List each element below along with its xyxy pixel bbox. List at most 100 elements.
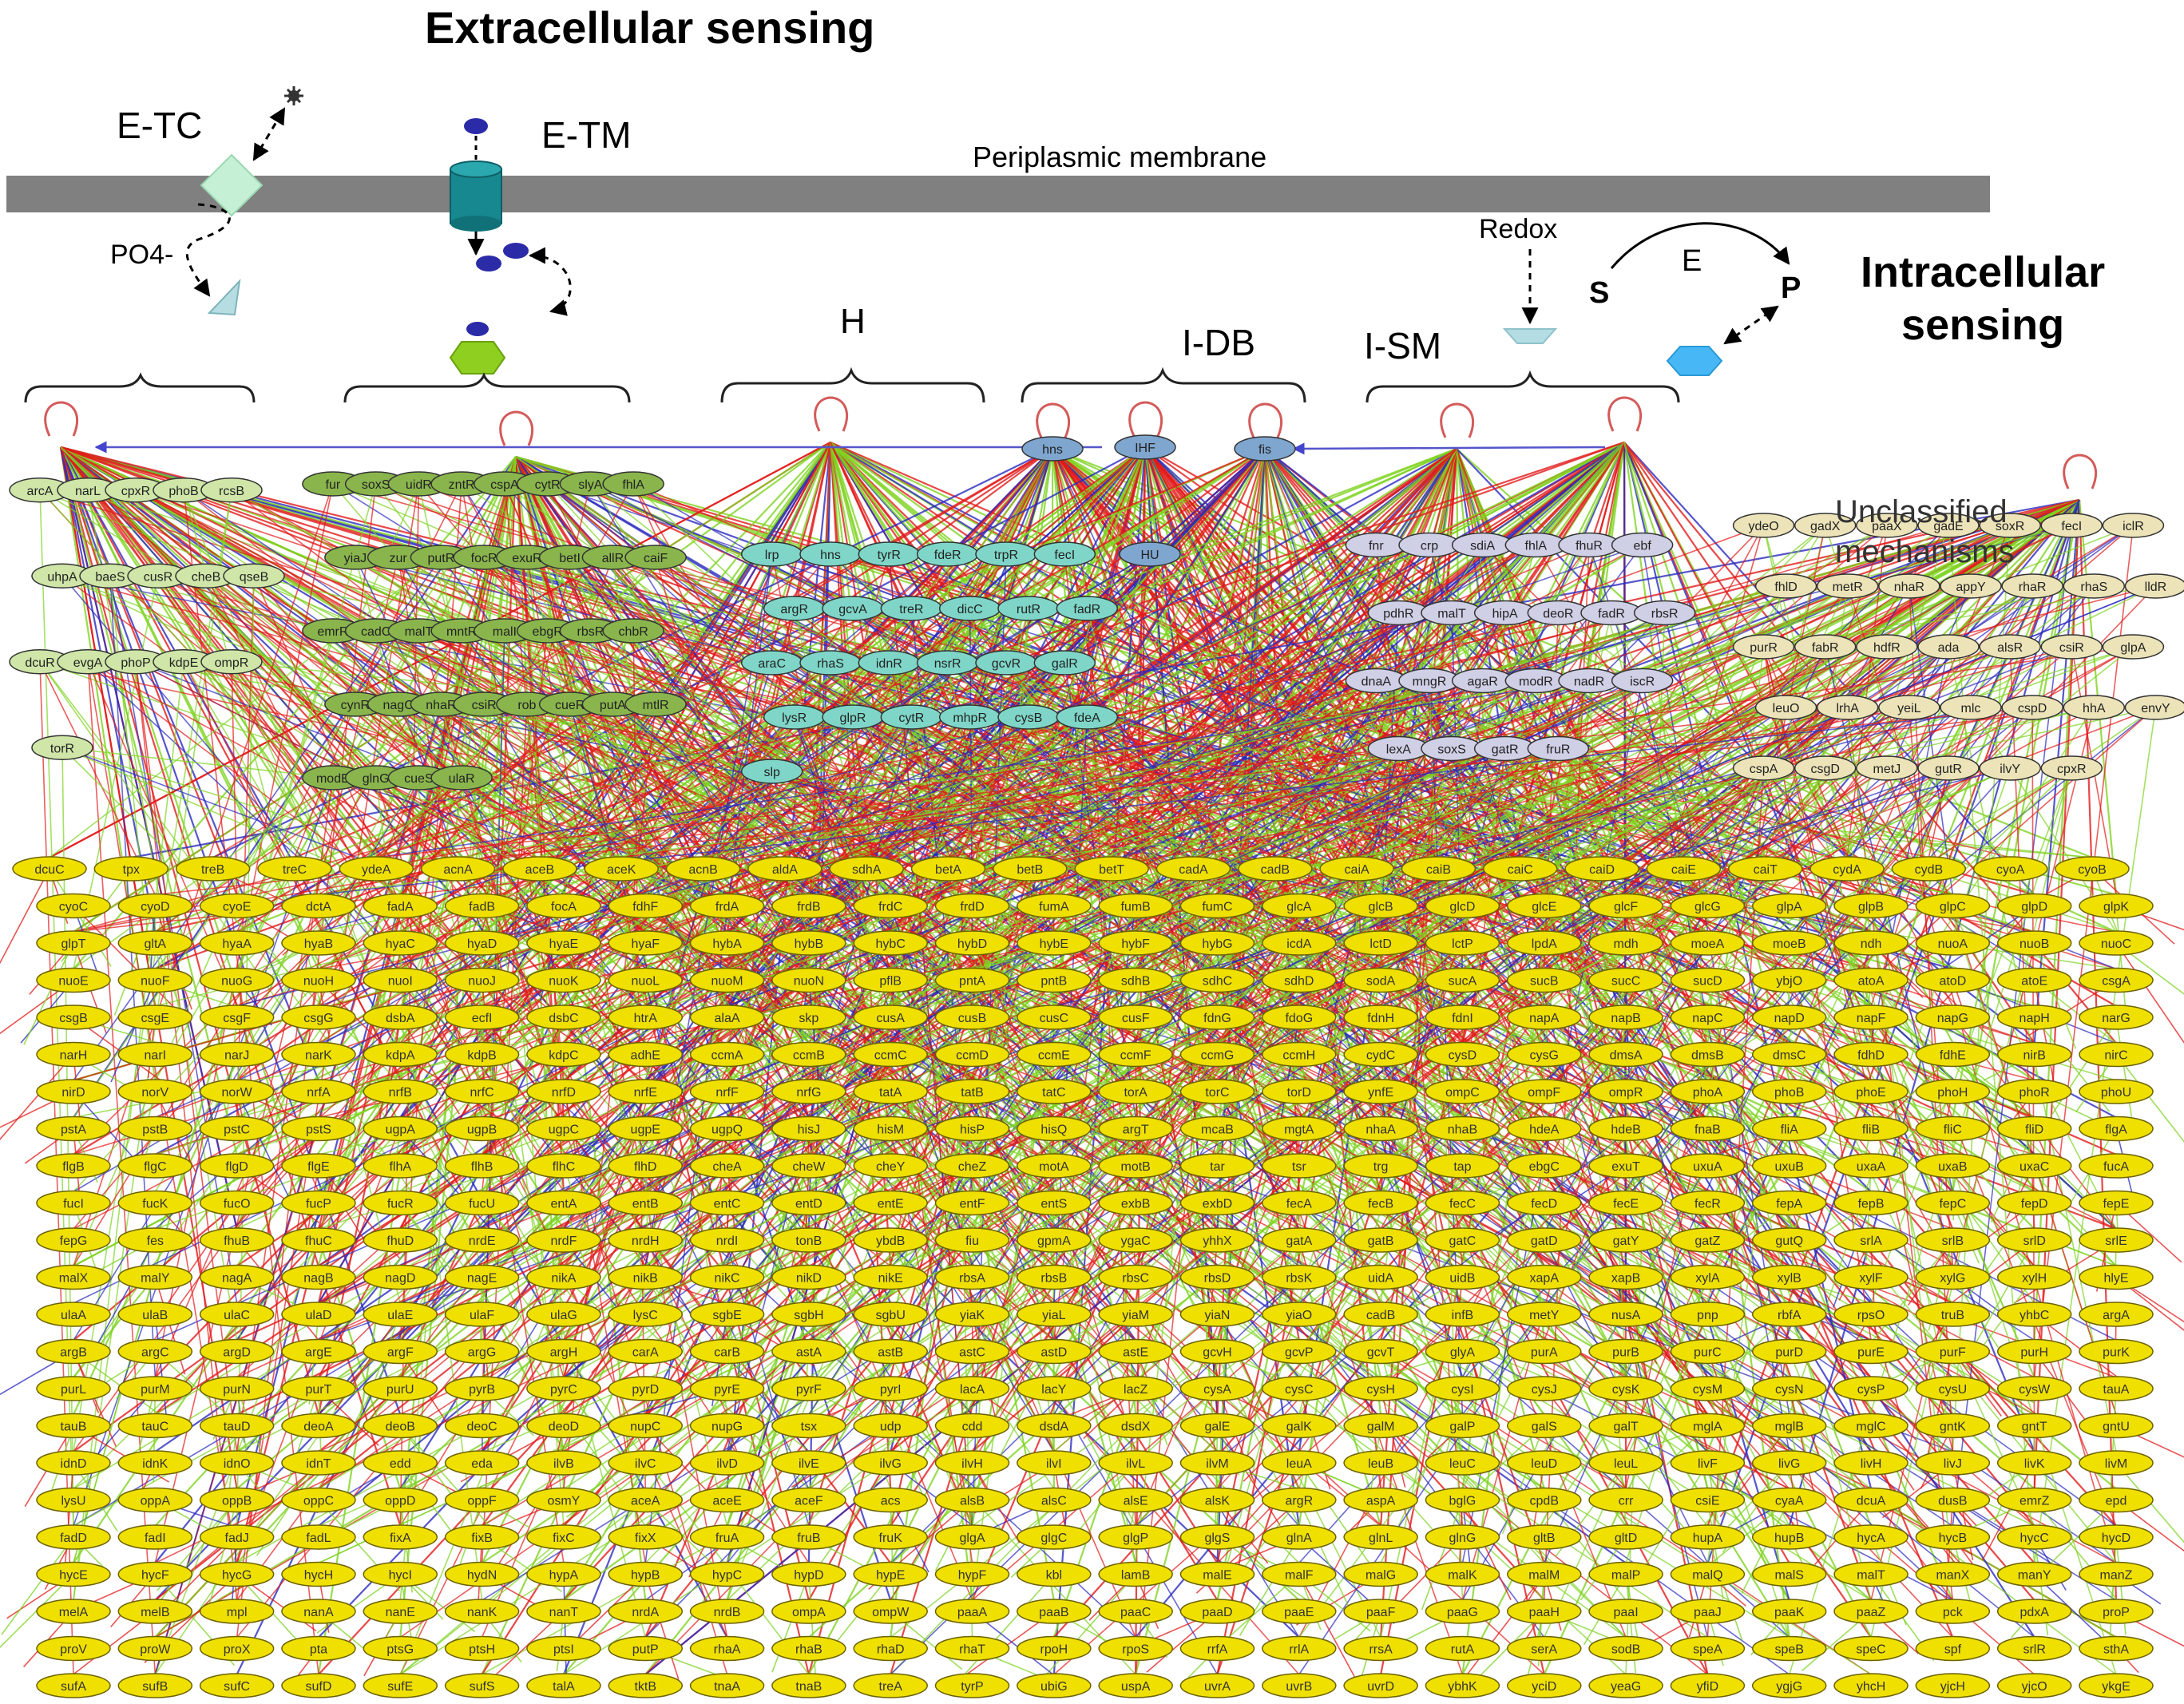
target-gene-node: malE: [1180, 1563, 1254, 1587]
target-gene-label: ykgE: [2102, 1680, 2130, 1694]
target-gene-label: pntA: [959, 975, 985, 989]
target-gene-label: sufD: [306, 1680, 332, 1694]
transcription-factor-node: slp: [742, 759, 803, 783]
target-gene-label: fixB: [471, 1532, 493, 1545]
target-gene-label: sgbU: [876, 1309, 906, 1322]
target-gene-node: sdhB: [1099, 969, 1172, 993]
tf-label: fecI: [1054, 549, 1075, 562]
target-gene-label: ulaA: [61, 1309, 86, 1322]
target-gene-label: cydB: [1915, 863, 1944, 877]
target-gene-node: idnK: [118, 1451, 192, 1475]
target-gene-node: talA: [527, 1674, 601, 1698]
target-gene-label: hybB: [795, 937, 823, 951]
target-gene-node: gatZ: [1671, 1228, 1744, 1252]
target-gene-label: proX: [224, 1643, 251, 1657]
target-gene-label: fhuC: [305, 1234, 332, 1248]
target-gene-node: cysC: [1262, 1377, 1336, 1401]
transcription-factor-node: fhlA: [1505, 533, 1566, 557]
target-gene-node: gntK: [1916, 1414, 1989, 1438]
tf-label: gcvR: [992, 657, 1021, 671]
target-gene-label: glpK: [2103, 901, 2129, 914]
target-gene-node: glnG: [1425, 1525, 1499, 1549]
tf-label: iscR: [1630, 676, 1655, 689]
target-gene-label: gcvH: [1203, 1346, 1231, 1360]
target-gene-label: hupB: [1774, 1532, 1804, 1545]
target-gene-label: nuoL: [631, 975, 660, 989]
target-gene-label: acnA: [443, 863, 473, 877]
target-gene-node: caiB: [1401, 857, 1475, 881]
target-gene-node: sufE: [363, 1674, 437, 1698]
target-gene-node: fdhF: [608, 894, 682, 918]
target-gene-node: sthA: [2079, 1637, 2153, 1661]
substrate-label: S: [1589, 276, 1609, 311]
target-gene-node: tar: [1180, 1154, 1254, 1178]
transcription-factor-node: metJ: [1857, 756, 1917, 780]
target-gene-node: speC: [1834, 1637, 1908, 1661]
target-gene-label: nuoN: [794, 975, 824, 989]
target-gene-node: livJ: [1916, 1451, 1989, 1475]
target-gene-node: phoE: [1834, 1080, 1908, 1104]
target-gene-node: lctD: [1344, 931, 1417, 955]
target-gene-label: betT: [1099, 863, 1124, 877]
transcription-factor-node: gutR: [1918, 756, 1979, 780]
target-gene-label: hyaA: [222, 937, 252, 951]
target-gene-label: uxaA: [1857, 1160, 1886, 1174]
target-gene-node: hisP: [936, 1117, 1009, 1141]
target-gene-node: nuoB: [1998, 931, 2071, 955]
target-gene-node: nhaA: [1344, 1117, 1417, 1141]
tf-label: fhuR: [1576, 540, 1603, 553]
target-gene-label: hyaE: [549, 937, 578, 951]
target-gene-node: fucO: [200, 1191, 274, 1215]
target-gene-node: purE: [1834, 1340, 1908, 1364]
target-gene-label: frdD: [960, 901, 984, 914]
target-gene-label: nrfA: [307, 1086, 331, 1100]
target-gene-node: xapA: [1508, 1266, 1581, 1290]
target-gene-node: glcG: [1671, 894, 1744, 918]
target-gene-node: ulaC: [200, 1302, 274, 1326]
target-gene-node: gatC: [1425, 1228, 1499, 1252]
target-gene-label: betA: [935, 863, 961, 877]
target-gene-label: gntU: [2103, 1421, 2130, 1434]
target-gene-label: fucO: [224, 1198, 251, 1211]
target-gene-node: rrlA: [1262, 1637, 1336, 1661]
target-gene-node: yciD: [1508, 1674, 1581, 1698]
target-gene-node: xylA: [1671, 1266, 1744, 1290]
target-gene-node: spf: [1916, 1637, 1989, 1661]
target-gene-node: dsbA: [363, 1005, 437, 1029]
transcription-factor-node: ydeO: [1734, 513, 1794, 537]
target-gene-node: purA: [1508, 1340, 1581, 1364]
target-gene-label: fepC: [1939, 1198, 1966, 1211]
target-gene-label: malF: [1285, 1569, 1314, 1583]
target-gene-label: exuT: [1611, 1160, 1640, 1174]
target-gene-node: proX: [200, 1637, 274, 1661]
target-gene-label: fruK: [879, 1532, 903, 1545]
target-gene-node: putP: [608, 1637, 682, 1661]
tf-label: baeS: [95, 570, 125, 584]
target-gene-node: paaZ: [1834, 1599, 1908, 1623]
target-gene-node: purH: [1998, 1340, 2071, 1364]
target-gene-label: ygjG: [1776, 1680, 1802, 1694]
target-gene-node: nikA: [527, 1266, 601, 1290]
target-gene-node: ulaA: [37, 1302, 110, 1326]
etm-binding-arrow: [530, 256, 570, 311]
target-gene-node: argG: [446, 1340, 519, 1364]
target-gene-label: hyaD: [467, 937, 497, 951]
target-gene-node: gatY: [1589, 1228, 1663, 1252]
tf-label: rcsB: [219, 485, 244, 498]
target-gene-label: fadJ: [225, 1532, 249, 1545]
target-gene-node: paaD: [1180, 1599, 1254, 1623]
target-gene-label: fadL: [306, 1532, 331, 1545]
target-gene-label: hisJ: [798, 1123, 820, 1137]
target-gene-label: sufC: [224, 1680, 250, 1694]
target-gene-node: nuoE: [37, 969, 110, 993]
target-gene-node: nikE: [854, 1266, 927, 1290]
target-gene-label: purT: [306, 1383, 332, 1397]
target-gene-node: nanK: [446, 1599, 519, 1623]
target-gene-node: torD: [1262, 1080, 1336, 1104]
target-gene-node: uxuA: [1671, 1154, 1744, 1178]
transcription-factor-node: hns: [1022, 437, 1083, 461]
target-gene-label: epd: [2106, 1495, 2127, 1508]
target-gene-label: pyrC: [550, 1383, 577, 1397]
target-gene-node: hypE: [854, 1563, 927, 1587]
